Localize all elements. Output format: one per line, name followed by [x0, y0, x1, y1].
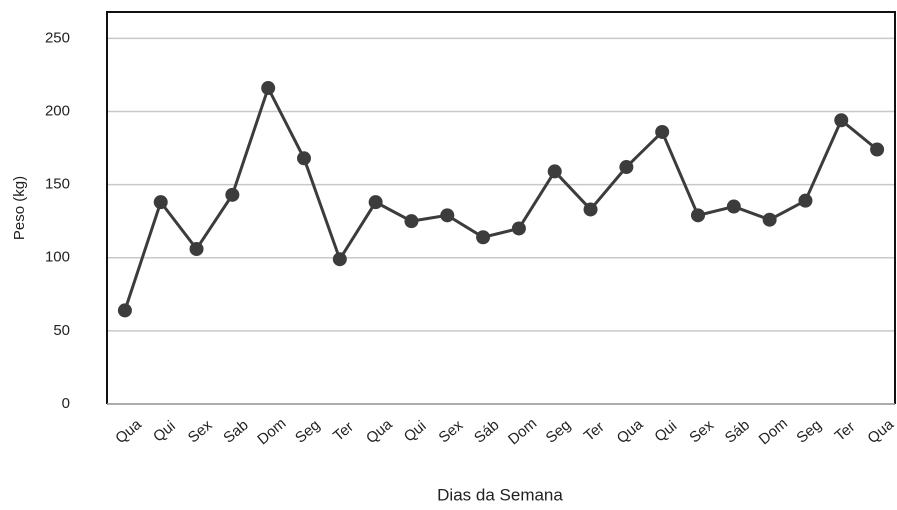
marker [261, 81, 276, 96]
x-tick-label: Ter [831, 418, 858, 444]
marker [583, 202, 598, 217]
marker [691, 208, 705, 223]
x-tick-label: Dom [505, 415, 540, 448]
plot-border [106, 11, 896, 404]
y-tick-label: 0 [62, 395, 70, 412]
marker [798, 193, 813, 208]
x-tick-label: Sáb [471, 416, 502, 446]
y-tick-label: 200 [45, 102, 70, 119]
marker [547, 164, 562, 179]
x-tick-label: Qua [112, 416, 145, 448]
y-axis-title: Peso (kg) [11, 176, 28, 240]
marker [297, 151, 311, 166]
x-tick-label: Qui [150, 418, 179, 446]
marker [834, 113, 849, 128]
marker [404, 214, 419, 229]
marker [762, 212, 777, 227]
x-tick-label: Seg [292, 416, 323, 446]
x-tick-label: Seg [543, 416, 574, 446]
x-tick-label: Ter [330, 418, 357, 444]
marker [117, 303, 132, 318]
line [123, 84, 879, 311]
x-tick-label: Qua [864, 416, 897, 448]
x-tick-label: Dom [756, 415, 791, 448]
x-tick-label: Qua [363, 416, 396, 448]
marker [189, 241, 204, 256]
x-tick-label: Seg [793, 416, 824, 446]
marker [440, 208, 455, 223]
x-tick-label: Ter [581, 418, 608, 444]
x-tick-label: Sex [686, 416, 717, 446]
x-tick-label: Qua [614, 416, 647, 448]
marker [225, 187, 240, 202]
marker [511, 221, 526, 236]
y-tick-label: 250 [45, 29, 70, 46]
x-tick-label: Dom [254, 415, 289, 448]
marker [153, 195, 168, 210]
x-tick-label: Sex [185, 416, 216, 446]
x-tick-label: Sab [220, 416, 251, 446]
x-tick-label: Qui [401, 418, 430, 446]
x-tick-label: Sáb [722, 416, 753, 446]
marker [332, 252, 347, 267]
marker [655, 124, 670, 139]
marker [619, 160, 634, 175]
marker [726, 199, 741, 214]
marker [870, 142, 885, 157]
marker [476, 230, 491, 245]
x-tick-label: Sex [436, 416, 467, 446]
y-tick-label: 100 [45, 249, 70, 266]
y-tick-label: 150 [45, 176, 70, 193]
x-tick-label: Qui [651, 418, 680, 446]
marker [368, 195, 383, 210]
x-axis-title: Dias da Semana [437, 485, 563, 504]
y-tick-label: 50 [53, 322, 70, 339]
